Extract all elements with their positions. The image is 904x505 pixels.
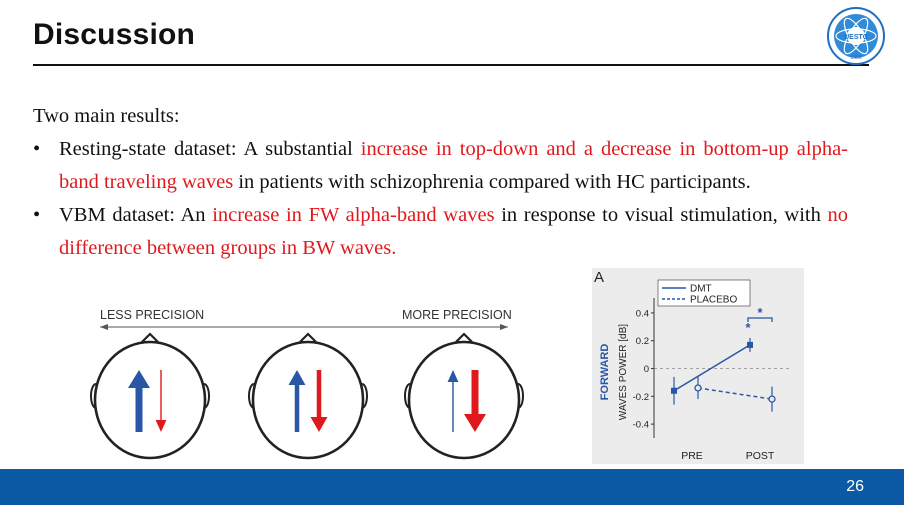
- top-down-arrow-head: [155, 420, 167, 432]
- significance-bracket: [747, 317, 773, 322]
- highlighted-text: no difference between groups in BW waves…: [59, 204, 848, 259]
- footer-bar: 26: [0, 469, 904, 505]
- y-tick-label: 0.2: [636, 336, 649, 347]
- slide-body: Two main results: • Resting-state dataset…: [33, 100, 848, 265]
- nose: [299, 332, 317, 343]
- significance-star: *: [757, 305, 763, 320]
- result-bullet: • VBM dataset: An increase in FW alpha-ba…: [33, 199, 848, 265]
- x-tick-label: POST: [746, 450, 775, 462]
- logo-text: UESTC: [844, 34, 868, 41]
- bottom-up-arrow-head: [128, 370, 150, 388]
- bullet-text: in patients with schizophrenia compared …: [233, 171, 751, 193]
- university-logo: UESTC 1956: [827, 7, 885, 65]
- head-outline: [407, 340, 521, 460]
- head-diagram: [248, 332, 368, 460]
- legend-label: DMT: [690, 284, 712, 295]
- side-label: FORWARD: [599, 344, 611, 401]
- legend-box: [657, 279, 751, 307]
- y-axis-label: WAVES POWER [dB]: [618, 324, 629, 420]
- title-rule: [33, 64, 869, 66]
- bottom-up-arrow-head: [288, 370, 306, 385]
- result-bullet: • Resting-state dataset: A substantial in…: [33, 133, 848, 199]
- logo-year: 1956: [850, 55, 861, 61]
- precision-heads-figure: LESS PRECISION MORE PRECISION: [90, 308, 524, 460]
- intro-text: Two main results:: [33, 105, 180, 127]
- head-outline: [251, 340, 365, 460]
- highlighted-text: increase in FW alpha-band waves: [212, 204, 495, 226]
- y-tick-label: 0: [644, 364, 649, 375]
- bullet-marker: •: [33, 138, 41, 160]
- head-outline: [93, 340, 207, 460]
- bullet-text: in response to visual stimulation, with: [494, 204, 828, 226]
- series-line: [673, 344, 751, 392]
- series-line: [697, 387, 773, 400]
- data-point: [694, 384, 702, 392]
- bottom-up-arrow-head: [447, 370, 459, 382]
- y-tick-label: -0.2: [633, 392, 649, 403]
- slide-title: Discussion: [33, 18, 196, 51]
- significance-star: *: [745, 320, 751, 335]
- x-tick-label: PRE: [681, 450, 703, 462]
- more-precision-label: MORE PRECISION: [402, 308, 512, 322]
- head-diagram: [90, 332, 210, 460]
- nose: [141, 332, 159, 343]
- data-point: [671, 387, 677, 394]
- data-point: [747, 341, 753, 348]
- bullet-text: Resting-state dataset: A substantial: [59, 138, 361, 160]
- y-tick-label: 0.4: [636, 308, 649, 319]
- legend-label: PLACEBO: [690, 295, 737, 306]
- top-down-arrow-head: [310, 417, 328, 432]
- panel-label: A: [594, 269, 604, 286]
- y-tick-label: -0.4: [633, 420, 649, 431]
- top-down-arrow-head: [464, 414, 486, 432]
- results-list: • Resting-state dataset: A substantial in…: [33, 133, 848, 265]
- bullet-marker: •: [33, 204, 41, 226]
- forward-waves-chart: A FORWARD WAVES POWER [dB] 0.4 0.2 0 -0.2 -0.4 P…: [592, 268, 804, 464]
- less-precision-label: LESS PRECISION: [100, 308, 204, 322]
- bullet-text: VBM dataset: An: [59, 204, 213, 226]
- highlighted-text: increase in top-down and a decrease in b…: [59, 138, 848, 193]
- nose: [455, 332, 473, 343]
- head-diagram: [404, 332, 524, 460]
- data-point: [768, 395, 776, 403]
- page-number: 26: [846, 478, 864, 495]
